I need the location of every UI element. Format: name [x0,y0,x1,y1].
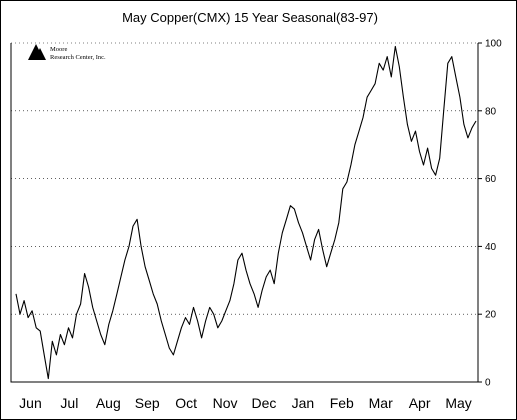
y-tick-label: 40 [485,242,497,253]
y-tick-labels: 0 20 40 60 80 100 [485,39,502,389]
x-tick-label: Aug [96,395,121,411]
x-tick-label: Apr [409,395,431,411]
y-tick-label: 80 [485,106,497,117]
plot-axes [10,43,479,383]
x-tick-label: May [445,395,471,411]
x-tick-labels: Jun Jul Aug Sep Oct Nov Dec Jan Feb Mar Apr May [19,395,472,411]
x-tick-label: Mar [369,395,393,411]
moore-logo: Moore Research Center, Inc. [28,44,106,61]
x-tick-label: Dec [252,395,277,411]
series-line [15,45,477,380]
x-tick-label: Jul [60,395,78,411]
x-tick-label: Nov [213,395,238,411]
logo-subtitle: Research Center, Inc. [50,54,106,61]
logo-name: Moore [50,46,67,53]
x-tick-label: Jun [19,395,42,411]
x-tick-label: Sep [135,395,160,411]
y-tick-label: 0 [485,378,491,389]
y-tick-label: 20 [485,310,497,321]
y-tick-label: 100 [485,39,502,50]
grid-lines [11,42,482,383]
y-tick-label: 60 [485,174,497,185]
x-tick-label: Jan [292,395,315,411]
chart-title: May Copper(CMX) 15 Year Seasonal(83-97) [122,10,378,25]
x-tick-label: Oct [175,395,197,411]
logo-triangle-icon [34,48,46,60]
axes [10,43,479,383]
x-tick-label: Feb [330,395,354,411]
